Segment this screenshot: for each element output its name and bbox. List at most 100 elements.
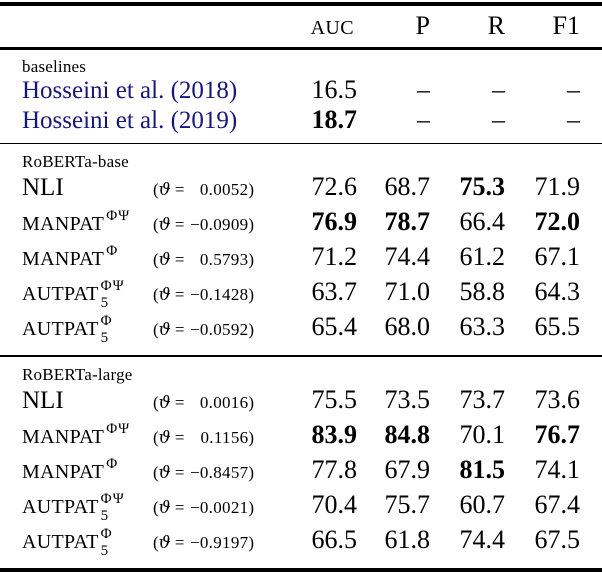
theta-value: −0.1428 <box>189 285 249 304</box>
theta-equals: = <box>174 532 185 552</box>
model-label: AUTPAT Φ 5 <box>22 526 153 558</box>
model-superscript: ΦΨ <box>106 420 131 437</box>
cell-f1: 72.0 <box>534 207 581 236</box>
cell-auc: 72.6 <box>311 172 358 201</box>
theta-annotation: (ϑ = −0.8457) <box>153 457 277 489</box>
theta-value: −0.9197 <box>189 532 249 552</box>
model-superscript: Φ <box>106 243 119 259</box>
theta-annotation: (ϑ = −0.0021) <box>153 492 277 524</box>
theta-value: 0.5793 <box>199 250 249 269</box>
cell-f1: – <box>567 74 580 104</box>
theta-open-paren: ( <box>153 250 159 269</box>
citation-hosseini-2018[interactable]: Hosseini et al. (2018) <box>22 76 238 104</box>
theta-close-paren: ) <box>248 497 255 517</box>
theta-symbol: ϑ <box>158 180 171 200</box>
model-name: AUTPAT <box>22 495 99 518</box>
cell-f1: 65.5 <box>534 312 581 341</box>
theta-annotation: (ϑ = −0.9197) <box>153 527 277 559</box>
theta-open-paren: ( <box>153 497 159 517</box>
cell-auc: 66.5 <box>311 524 358 554</box>
model-name: MANPAT <box>22 213 105 235</box>
cell-precision: 84.8 <box>384 419 431 449</box>
cell-recall: 66.4 <box>459 207 506 236</box>
theta-annotation: (ϑ = −0.0909) <box>153 209 277 241</box>
row-nli-large: NLI (ϑ = 0.0016) 75.5 73.5 73.7 73.6 <box>0 384 602 419</box>
row-manpat-phi-large: MANPAT Φ (ϑ = −0.8457) 77.8 67.9 81.5 74.1 <box>0 454 602 489</box>
column-header-recall: R <box>487 11 505 40</box>
theta-equals: = <box>174 180 185 199</box>
model-subscript: 5 <box>100 330 109 346</box>
model-name: MANPAT <box>22 425 105 448</box>
model-subscript: 5 <box>100 542 109 559</box>
theta-open-paren: ( <box>153 320 159 339</box>
cell-auc: 77.8 <box>311 454 358 484</box>
theta-close-paren: ) <box>248 427 255 447</box>
model-subscript: 5 <box>100 507 109 524</box>
cell-f1: 76.7 <box>534 419 581 449</box>
theta-equals: = <box>174 462 185 482</box>
cell-auc: 16.5 <box>311 74 358 104</box>
model-scripts: Φ <box>104 456 132 478</box>
theta-open-paren: ( <box>153 285 159 304</box>
cell-f1: 67.5 <box>534 524 581 554</box>
theta-symbol: ϑ <box>158 392 171 413</box>
cell-recall: 58.8 <box>459 277 506 306</box>
theta-value: 0.1156 <box>200 427 249 447</box>
cell-recall: 75.3 <box>459 172 506 201</box>
cell-recall: – <box>492 104 505 134</box>
theta-equals: = <box>174 215 185 234</box>
cell-recall: 60.7 <box>459 489 506 519</box>
theta-equals: = <box>174 320 185 339</box>
cell-recall: – <box>492 74 505 104</box>
model-name: MANPAT <box>22 460 105 483</box>
cell-f1: – <box>567 104 580 134</box>
row-manpat-phipsi-large: MANPAT ΦΨ (ϑ = 0.1156) 83.9 84.8 70.1 76.7 <box>0 419 602 454</box>
theta-symbol: ϑ <box>158 320 171 340</box>
cell-precision: 68.7 <box>384 172 431 201</box>
cell-auc: 63.7 <box>311 277 358 306</box>
citation-hosseini-2019[interactable]: Hosseini et al. (2019) <box>22 106 238 134</box>
row-baseline-2019: Hosseini et al. (2019) 18.7 – – – <box>0 105 602 135</box>
theta-close-paren: ) <box>248 532 255 552</box>
theta-value: −0.8457 <box>189 462 249 482</box>
theta-close-paren: ) <box>248 320 255 339</box>
theta-symbol: ϑ <box>158 215 171 235</box>
model-name: MANPAT <box>22 248 105 270</box>
cell-precision: 75.7 <box>384 489 431 519</box>
section-title-roberta-large: RoBERTa-large <box>22 364 133 384</box>
cell-precision: – <box>417 74 430 104</box>
row-autpat-phipsi-base: AUTPAT ΦΨ 5 (ϑ = −0.1428) 63.7 71.0 58.8 64.… <box>0 276 602 311</box>
model-name: AUTPAT <box>22 530 99 553</box>
model-scripts: ΦΨ <box>104 209 132 230</box>
theta-equals: = <box>174 497 185 517</box>
theta-symbol: ϑ <box>158 285 171 305</box>
row-nli-base: NLI (ϑ = 0.0052) 72.6 68.7 75.3 71.9 <box>0 171 602 206</box>
cell-precision: 68.0 <box>384 312 431 341</box>
theta-open-paren: ( <box>153 180 159 199</box>
theta-symbol: ϑ <box>158 497 171 518</box>
theta-annotation: (ϑ = 0.1156) <box>153 422 277 454</box>
cell-recall: 61.2 <box>459 242 506 271</box>
header-row: AUC P R F1 <box>0 6 602 47</box>
model-label: MANPAT ΦΨ <box>22 420 153 453</box>
cell-precision: 74.4 <box>384 242 431 271</box>
cell-precision: – <box>417 104 430 134</box>
model-label: NLI <box>22 385 153 416</box>
model-superscript: Φ <box>100 313 113 329</box>
model-scripts: ΦΨ 5 <box>99 491 127 523</box>
theta-annotation: (ϑ = 0.5793) <box>153 244 277 276</box>
theta-annotation: (ϑ = −0.0592) <box>153 314 277 346</box>
cell-precision: 67.9 <box>384 454 431 484</box>
model-label: AUTPAT ΦΨ 5 <box>22 279 153 311</box>
model-name: NLI <box>22 174 64 201</box>
bottom-rule <box>0 567 602 572</box>
section-title-roberta-base: RoBERTa-base <box>22 152 129 171</box>
theta-close-paren: ) <box>248 392 255 412</box>
theta-close-paren: ) <box>248 180 255 199</box>
theta-symbol: ϑ <box>158 427 171 448</box>
section-rule-2 <box>0 355 602 357</box>
section-title-baselines: baselines <box>22 56 87 76</box>
row-baseline-2018: Hosseini et al. (2018) 16.5 – – – <box>0 75 602 105</box>
